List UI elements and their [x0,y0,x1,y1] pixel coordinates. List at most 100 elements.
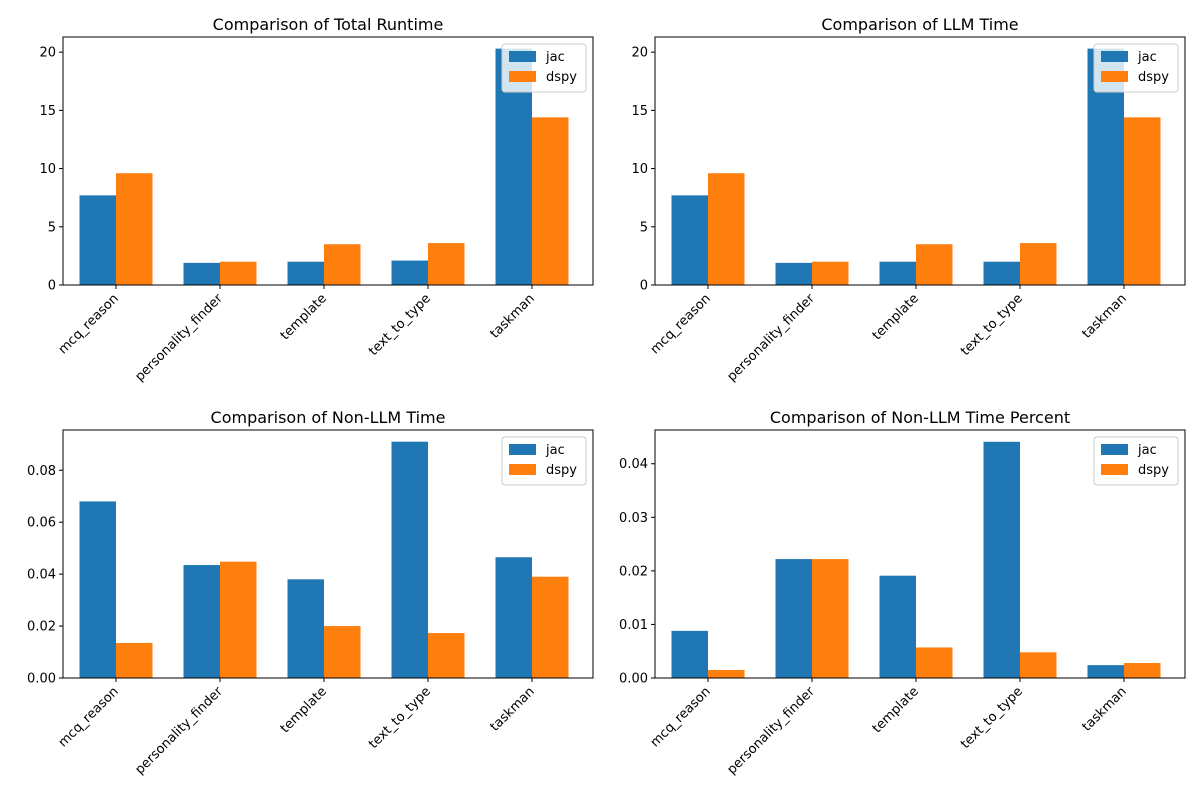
chart-title: Comparison of Non-LLM Time [211,408,446,427]
x-tick-label: template [870,684,922,736]
legend-swatch-dspy [509,71,536,82]
x-tick-label: template [278,684,330,736]
bar-dspy-text_to_type [428,243,465,285]
bar-jac-personality_finder [775,559,812,678]
bar-jac-mcq_reason [79,195,116,285]
legend-swatch-dspy [1101,71,1128,82]
x-tick-label: personality_finder [132,684,226,778]
bar-jac-text_to_type [983,441,1020,678]
chart-title: Comparison of Total Runtime [213,15,444,34]
bar-jac-template [287,579,324,678]
x-tick-label: mcq_reason [648,291,714,357]
legend-label-jac: jac [545,443,565,458]
x-tick-label: mcq_reason [56,291,122,357]
chart-title: Comparison of Non-LLM Time Percent [770,408,1070,427]
bar-dspy-template [916,647,953,678]
bar-dspy-template [916,244,953,285]
bar-dspy-personality_finder [812,559,849,678]
x-tick-label: text_to_type [366,291,434,359]
bar-dspy-personality_finder [812,261,849,285]
y-tick-label: 0.00 [27,672,56,687]
x-tick-label: text_to_type [958,291,1026,359]
y-tick-label: 20 [39,46,56,61]
x-tick-label: text_to_type [366,684,434,752]
y-tick-label: 0.04 [27,568,56,583]
bar-dspy-personality_finder [220,561,257,678]
legend-label-jac: jac [1137,443,1157,458]
bar-dspy-taskman [532,117,569,285]
x-tick-label: mcq_reason [56,684,122,750]
legend-label-jac: jac [545,50,565,65]
chart-title: Comparison of LLM Time [821,15,1018,34]
chart-panel-3: Comparison of Non-LLM Time mcq_reason pers… [27,408,594,778]
bar-jac-taskman [1087,665,1124,678]
y-tick-label: 5 [640,220,648,235]
y-tick-label: 0.02 [619,564,648,579]
legend: jac dspy [1093,43,1179,93]
plot-frame [62,429,594,679]
plot-frame [654,36,1186,286]
bar-dspy-template [324,244,361,285]
x-tick-label: text_to_type [958,684,1026,752]
y-tick-label: 15 [631,104,648,119]
x-tick-label: mcq_reason [648,684,714,750]
bar-jac-text_to_type [983,261,1020,285]
bar-dspy-taskman [1124,663,1161,678]
bar-jac-personality_finder [183,262,220,285]
y-tick-label: 0.00 [619,672,648,687]
chart-panel-4: Comparison of Non-LLM Time Percent mcq_re… [619,408,1186,778]
legend-swatch-jac [1101,444,1128,455]
y-tick-label: 0.01 [619,618,648,633]
plot-frame [62,36,594,286]
legend-swatch-jac [1101,51,1128,62]
x-tick-label: taskman [487,684,537,734]
chart-panel-2: Comparison of LLM Time mcq_reason personal… [631,15,1186,385]
y-tick-label: 0 [48,279,56,294]
y-tick-label: 5 [48,220,56,235]
chart-panel-1: Comparison of Total Runtime mcq_reason per… [39,15,594,385]
legend-swatch-dspy [509,464,536,475]
x-tick-label: personality_finder [724,684,818,778]
legend-label-jac: jac [1137,50,1157,65]
legend: jac dspy [1093,436,1179,486]
bar-dspy-taskman [532,576,569,678]
bar-dspy-template [324,626,361,678]
y-tick-label: 15 [39,104,56,119]
legend-label-dspy: dspy [1138,70,1169,85]
bar-jac-taskman [495,557,532,678]
bar-jac-mcq_reason [671,630,708,678]
x-tick-label: taskman [1079,684,1129,734]
x-tick-label: taskman [487,291,537,341]
legend: jac dspy [501,43,587,93]
x-tick-label: template [278,291,330,343]
legend-label-dspy: dspy [546,463,577,478]
y-tick-label: 0.04 [619,457,648,472]
legend-swatch-jac [509,51,536,62]
plot-frame [654,429,1186,679]
y-tick-label: 0.02 [27,620,56,635]
bar-dspy-mcq_reason [116,173,153,285]
bar-dspy-mcq_reason [708,173,745,285]
bar-jac-text_to_type [391,441,428,678]
x-tick-label: taskman [1079,291,1129,341]
y-tick-label: 10 [39,162,56,177]
x-tick-label: personality_finder [132,291,226,385]
x-tick-label: template [870,291,922,343]
bar-jac-mcq_reason [79,501,116,678]
legend-swatch-jac [509,444,536,455]
bar-dspy-text_to_type [1020,652,1057,678]
y-tick-label: 10 [631,162,648,177]
bar-jac-template [879,261,916,285]
bar-jac-mcq_reason [671,195,708,285]
bar-dspy-taskman [1124,117,1161,285]
bar-jac-template [879,575,916,678]
y-tick-label: 0 [640,279,648,294]
y-tick-label: 0.06 [27,516,56,531]
bar-dspy-mcq_reason [708,669,745,678]
x-tick-label: personality_finder [724,291,818,385]
bar-jac-personality_finder [775,262,812,285]
legend: jac dspy [501,436,587,486]
y-tick-label: 20 [631,46,648,61]
bar-jac-text_to_type [391,260,428,285]
